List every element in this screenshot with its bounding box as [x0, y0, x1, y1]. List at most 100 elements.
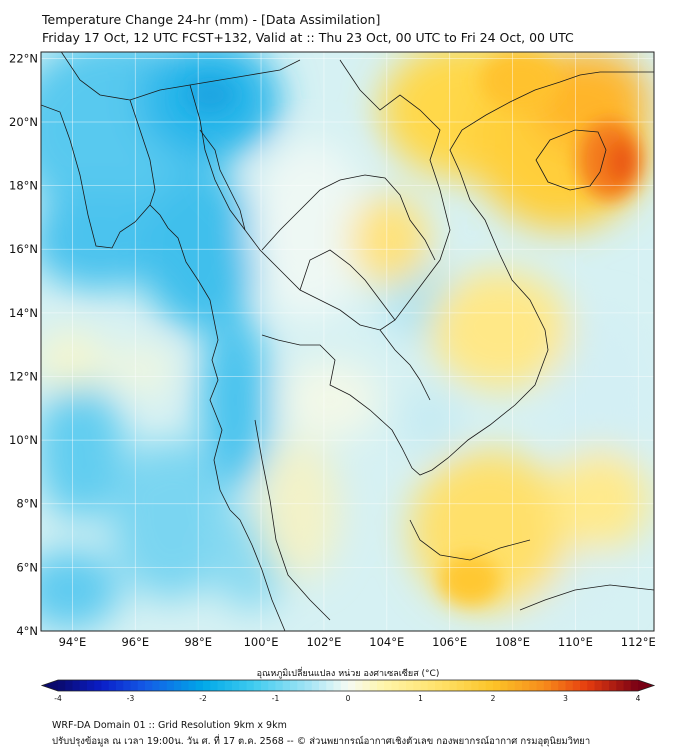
colorbar-cell: [224, 680, 233, 691]
colorbar-cell: [442, 680, 450, 691]
colorbar-cell: [420, 680, 429, 691]
latitude-tick-labels: 4°N 6°N 8°N 10°N 12°N 14°N 16°N 18°N 20°N 22°N: [9, 51, 38, 638]
colorbar-cell: [514, 680, 523, 691]
colorbar-cell: [348, 680, 356, 691]
longitude-tick-label: 96°E: [121, 635, 149, 649]
colorbar-cell: [551, 680, 559, 691]
colorbar-cell: [536, 680, 545, 691]
latitude-tick-label: 8°N: [16, 497, 38, 511]
colorbar-cell: [543, 680, 552, 691]
colorbar-tick-label: 0: [346, 694, 351, 703]
colorbar-cell: [210, 680, 218, 691]
latitude-tick-label: 4°N: [16, 624, 38, 638]
colorbar-tick-label: 2: [491, 694, 496, 703]
colorbar-cell: [87, 680, 95, 691]
map-title: Temperature Change 24-hr (mm) - [Data As…: [42, 12, 381, 27]
colorbar-tick-label: 4: [636, 694, 641, 703]
colorbar-cell: [616, 680, 624, 691]
colorbar-cell: [159, 680, 168, 691]
colorbar-cell: [377, 680, 385, 691]
colorbar-cell: [630, 680, 639, 691]
colorbar-cell: [529, 680, 537, 691]
colorbar-cell: [152, 680, 160, 691]
colorbar-cell: [369, 680, 378, 691]
colorbar-cell: [319, 680, 327, 691]
colorbar-cell: [116, 680, 124, 691]
colorbar-cell: [456, 680, 465, 691]
colorbar-cell: [623, 680, 632, 691]
colorbar-cell: [261, 680, 269, 691]
colorbar-cell: [123, 680, 131, 691]
latitude-tick-label: 20°N: [9, 115, 38, 129]
colorbar-cell: [275, 680, 284, 691]
colorbar-cell: [290, 680, 298, 691]
colorbar-cell: [558, 680, 566, 691]
colorbar-cell: [609, 680, 617, 691]
latitude-tick-label: 12°N: [9, 369, 38, 383]
longitude-tick-label: 108°E: [495, 635, 530, 649]
colorbar-max-extend: [638, 680, 654, 691]
colorbar-label: อุณหภูมิเปลี่ยนแปลง หน่วย องศาเซลเซียส (…: [257, 666, 440, 679]
colorbar-cell: [406, 680, 414, 691]
colorbar-cell: [471, 680, 479, 691]
colorbar-tick-label: -4: [54, 694, 62, 703]
colorbar-cell: [580, 680, 588, 691]
latitude-tick-label: 6°N: [16, 560, 38, 574]
latitude-tick-label: 16°N: [9, 242, 38, 256]
map-subtitle: Friday 17 Oct, 12 UTC FCST+132, Valid at…: [42, 30, 574, 45]
graticule: [41, 52, 654, 632]
longitude-tick-label: 100°E: [244, 635, 279, 649]
colorbar-cell: [449, 680, 458, 691]
longitude-tick-label: 106°E: [432, 635, 467, 649]
colorbar-cell: [65, 680, 73, 691]
longitude-tick-label: 98°E: [184, 635, 212, 649]
colorbar-cell: [326, 680, 334, 691]
longitude-tick-label: 102°E: [306, 635, 341, 649]
colorbar-cell: [500, 680, 508, 691]
colorbar-cell: [195, 680, 204, 691]
colorbar-cell: [174, 680, 182, 691]
colorbar-cell: [137, 680, 146, 691]
colorbar-tick-label: 1: [418, 694, 423, 703]
colorbar-min-extend: [42, 680, 58, 691]
colorbar-cell: [282, 680, 291, 691]
longitude-tick-labels: 94°E 96°E 98°E 100°E 102°E 104°E 106°E 108°E 110…: [59, 635, 656, 649]
colorbar-cell: [427, 680, 436, 691]
colorbar-cell: [398, 680, 407, 691]
colorbar-cell: [493, 680, 501, 691]
colorbar-cell: [297, 680, 305, 691]
colorbar-cell: [413, 680, 421, 691]
colorbar-tick-label: -3: [127, 694, 135, 703]
temperature-field: [41, 52, 654, 631]
colorbar-outline: [40, 679, 656, 692]
country-borders: [41, 52, 654, 631]
colorbar-tick-label: -2: [199, 694, 207, 703]
colorbar-cell: [188, 680, 197, 691]
colorbar-cell: [253, 680, 262, 691]
colorbar-cell: [101, 680, 110, 691]
colorbar-cell: [485, 680, 494, 691]
longitude-tick-label: 94°E: [59, 635, 87, 649]
colorbar-cell: [79, 680, 88, 691]
colorbar-tick-label: 3: [563, 694, 568, 703]
colorbar-cell: [572, 680, 581, 691]
colorbar-cell: [94, 680, 102, 691]
colorbar-cell: [246, 680, 255, 691]
colorbar-cell: [130, 680, 139, 691]
colorbar: อุณหภูมิเปลี่ยนแปลง หน่วย องศาเซลเซียส (…: [40, 666, 656, 703]
latitude-tick-label: 10°N: [9, 433, 38, 447]
colorbar-cell: [384, 680, 392, 691]
longitude-tick-label: 112°E: [621, 635, 656, 649]
colorbar-cell: [333, 680, 342, 691]
colorbar-tick-label: -1: [272, 694, 280, 703]
latitude-tick-label: 22°N: [9, 51, 38, 65]
colorbar-cell: [522, 680, 530, 691]
colorbar-cell: [145, 680, 153, 691]
colorbar-cell: [108, 680, 117, 691]
colorbar-cell: [239, 680, 247, 691]
colorbar-cell: [203, 680, 211, 691]
colorbar-cell: [601, 680, 610, 691]
latitude-tick-label: 18°N: [9, 179, 38, 193]
colorbar-cell: [311, 680, 320, 691]
